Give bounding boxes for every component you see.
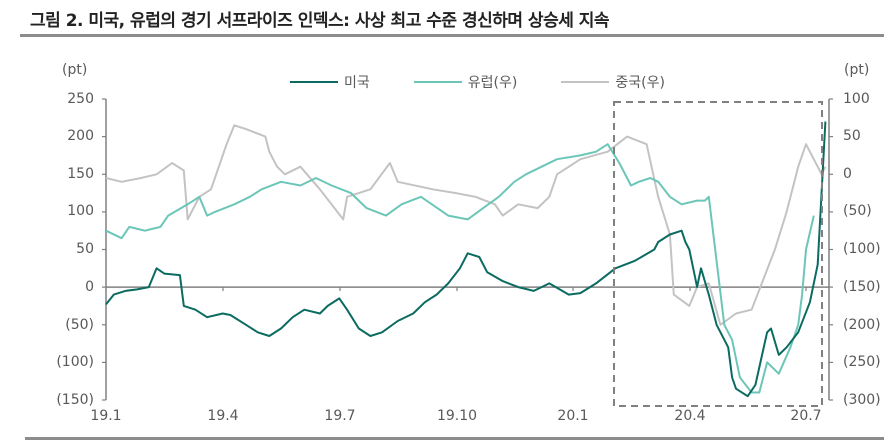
x-axis-ticks <box>222 287 807 291</box>
left-tick: 0 <box>85 279 94 295</box>
legend-swatch-china <box>561 81 610 83</box>
x-tick: 20.4 <box>674 408 706 424</box>
left-tick: 50 <box>76 241 94 257</box>
left-tick: (50) <box>65 317 94 333</box>
x-tick: 20.7 <box>790 408 822 424</box>
series-europe-line <box>105 143 815 394</box>
right-tick: (200) <box>843 317 881 333</box>
left-tick: 150 <box>67 166 94 182</box>
x-tick: 19.4 <box>207 408 239 424</box>
left-tick: (150) <box>56 392 94 408</box>
legend-label-europe: 유럽(우) <box>467 75 518 91</box>
legend-item-europe: 유럽(우) <box>413 72 518 92</box>
legend-item-china: 중국(우) <box>561 72 665 92</box>
left-tick: 100 <box>67 203 94 219</box>
right-tick: (250) <box>843 354 881 370</box>
left-tick: (100) <box>56 354 94 370</box>
right-tick: (50) <box>843 203 872 219</box>
left-axis-unit: (pt) <box>62 62 88 78</box>
x-tick: 20.1 <box>557 408 589 424</box>
left-tick: 200 <box>67 128 94 144</box>
x-tick: 19.1 <box>90 408 122 424</box>
legend-swatch-europe <box>413 81 462 83</box>
highlight-dashed-box <box>613 101 823 407</box>
right-axis-ticks <box>829 98 833 401</box>
bottom-divider <box>25 437 884 440</box>
chart-title: 그림 2. 미국, 유럽의 경기 서프라이즈 인덱스: 사상 최고 수준 경신하… <box>30 11 610 31</box>
right-tick: 100 <box>843 91 870 107</box>
right-tick: (150) <box>843 279 881 295</box>
x-tick: 19.7 <box>324 408 356 424</box>
right-tick: 50 <box>843 128 861 144</box>
legend-label-us: 미국 <box>344 75 370 91</box>
series-us-line <box>105 121 827 398</box>
legend-item-us: 미국 <box>290 72 370 92</box>
left-axis-ticks <box>102 98 106 401</box>
legend-swatch-us <box>290 81 338 83</box>
title-divider <box>20 34 884 37</box>
right-tick: (300) <box>843 392 881 408</box>
legend-label-china: 중국(우) <box>615 75 665 91</box>
right-axis-unit: (pt) <box>844 62 870 78</box>
x-tick: 19.10 <box>436 408 478 424</box>
right-tick: 0 <box>843 166 852 182</box>
right-tick: (100) <box>843 241 881 257</box>
chart-legend: 미국 유럽(우) 중국(우) <box>290 72 709 92</box>
left-tick: 250 <box>67 91 94 107</box>
series-china-line <box>105 124 827 326</box>
